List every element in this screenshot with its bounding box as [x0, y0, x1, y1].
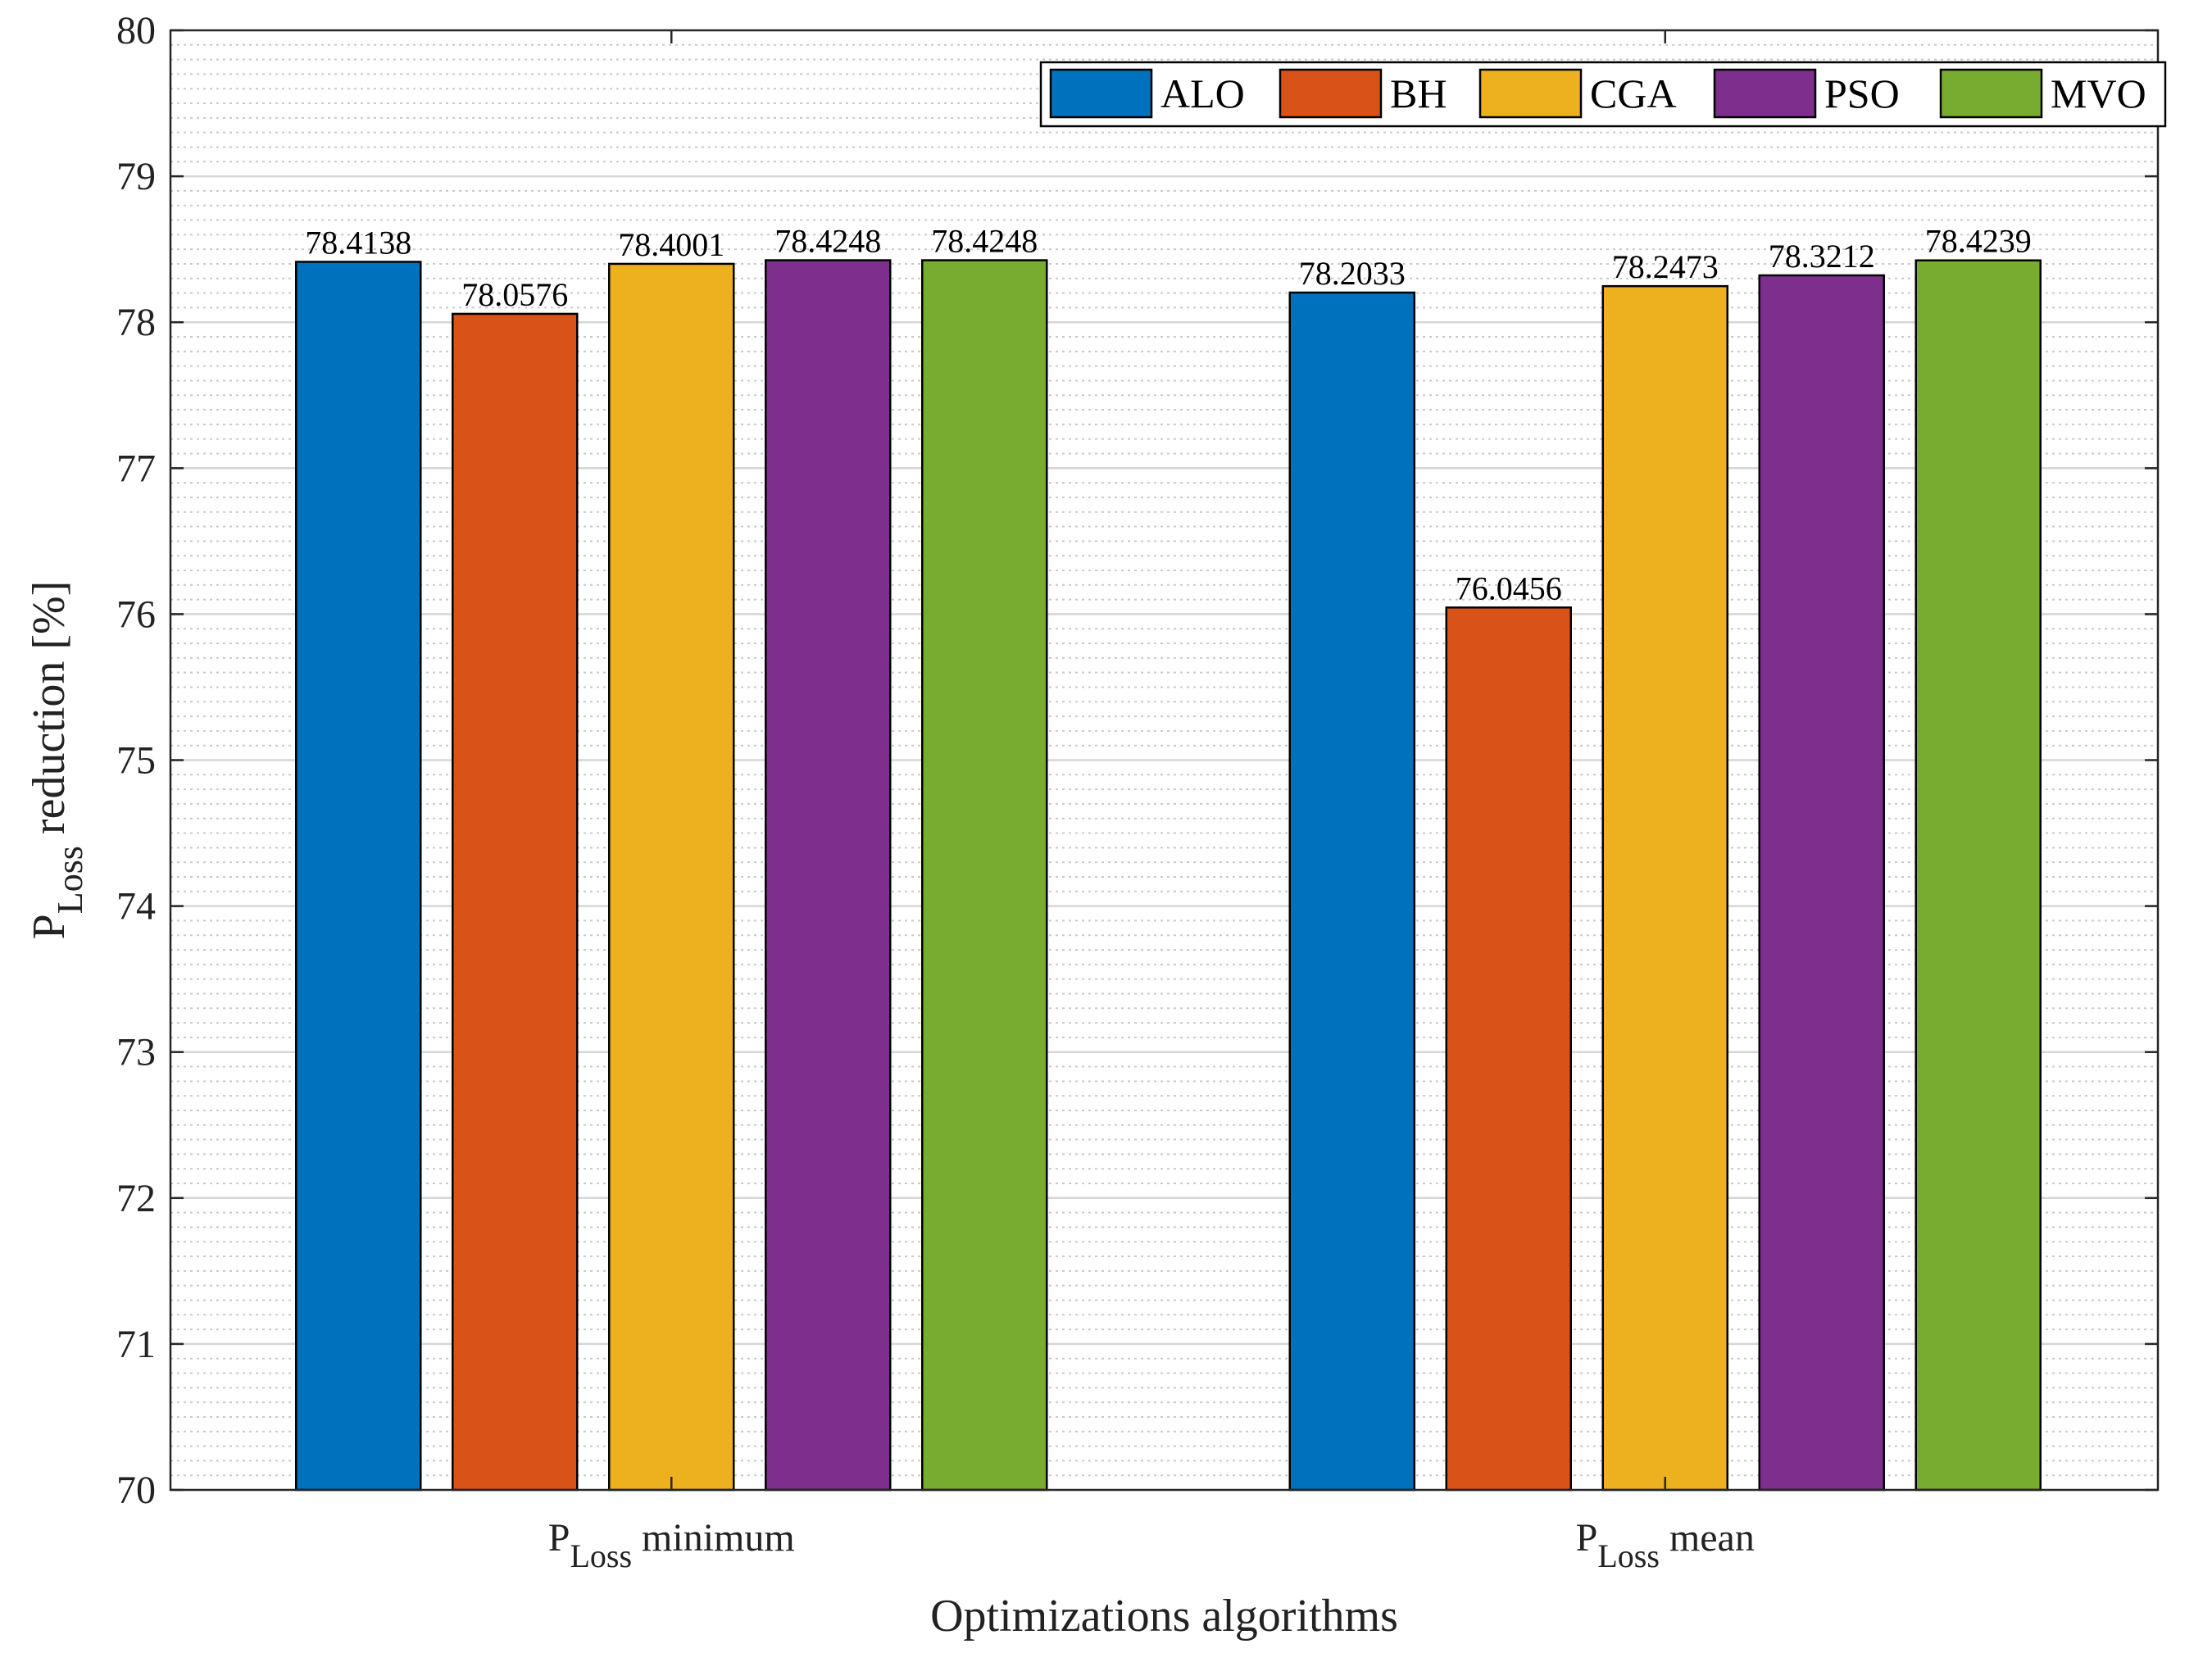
axes: 70 71 72 73 74 75 76 77 78 79 80 PLoss minimum PLoss…: [24, 9, 2160, 1642]
y-tick-label: 70: [116, 1469, 156, 1512]
legend-label-bh[interactable]: BH: [1390, 70, 1447, 116]
bar-alo-mean: [1288, 291, 1415, 1492]
legend[interactable]: ALO BH CGA PSO MVO: [1039, 61, 2167, 128]
bar-mvo-minimum: [921, 259, 1048, 1492]
y-tick-label: 71: [116, 1323, 156, 1366]
y-tick-label: 73: [116, 1031, 156, 1074]
bar-pso-minimum: [765, 259, 892, 1492]
data-label-cga-mean: 78.2473: [1612, 248, 1719, 285]
data-label-bh-minimum: 78.0576: [461, 276, 568, 313]
bar-pso-mean: [1758, 274, 1885, 1492]
bar-cga-minimum: [608, 262, 735, 1492]
y-tick-label: 72: [116, 1177, 156, 1220]
legend-swatch-cga[interactable]: [1478, 68, 1583, 119]
bar-alo-minimum: [295, 261, 422, 1492]
data-label-mvo-minimum: 78.4248: [931, 223, 1038, 260]
legend-swatch-alo[interactable]: [1049, 68, 1153, 119]
legend-label-cga[interactable]: CGA: [1590, 70, 1677, 116]
legend-label-pso[interactable]: PSO: [1824, 70, 1900, 116]
data-label-pso-mean: 78.3212: [1769, 238, 1875, 275]
bar-bh-minimum: [452, 312, 579, 1492]
data-label-alo-minimum: 78.4138: [305, 225, 411, 261]
bar-bh-mean: [1445, 606, 1572, 1492]
data-label-bh-mean: 76.0456: [1456, 570, 1562, 606]
y-tick-label: 76: [116, 593, 156, 636]
bar-cga-mean: [1601, 284, 1728, 1492]
x-tick-label-mean: PLoss mean: [1576, 1516, 1755, 1574]
legend-label-mvo[interactable]: MVO: [2051, 70, 2146, 116]
legend-swatch-mvo[interactable]: [1939, 68, 2043, 119]
data-label-cga-minimum: 78.4001: [618, 226, 724, 263]
y-tick-label: 79: [116, 155, 156, 198]
data-label-alo-mean: 78.2033: [1299, 255, 1406, 292]
x-tick-label-minimum: PLoss minimum: [548, 1516, 795, 1574]
bars: [295, 259, 2042, 1492]
legend-swatch-pso[interactable]: [1713, 68, 1817, 119]
data-labels: 78.4138 78.2033 78.0576 76.0456 78.4001 78.24…: [305, 223, 2032, 607]
y-tick-label: 75: [116, 739, 156, 783]
data-label-pso-minimum: 78.4248: [774, 223, 881, 260]
y-tick-label: 77: [116, 447, 156, 490]
y-axis-title: PLoss reduction [%]: [24, 581, 90, 940]
legend-swatch-bh[interactable]: [1279, 68, 1383, 119]
y-tick-label: 74: [116, 885, 156, 929]
data-label-mvo-mean: 78.4239: [1925, 223, 2032, 260]
x-axis-title: Optimizations algorithms: [930, 1591, 1398, 1642]
y-tick-label: 78: [116, 301, 156, 344]
legend-label-alo[interactable]: ALO: [1161, 70, 1245, 116]
bar-mvo-mean: [1914, 259, 2042, 1492]
y-tick-label: 80: [116, 9, 156, 52]
